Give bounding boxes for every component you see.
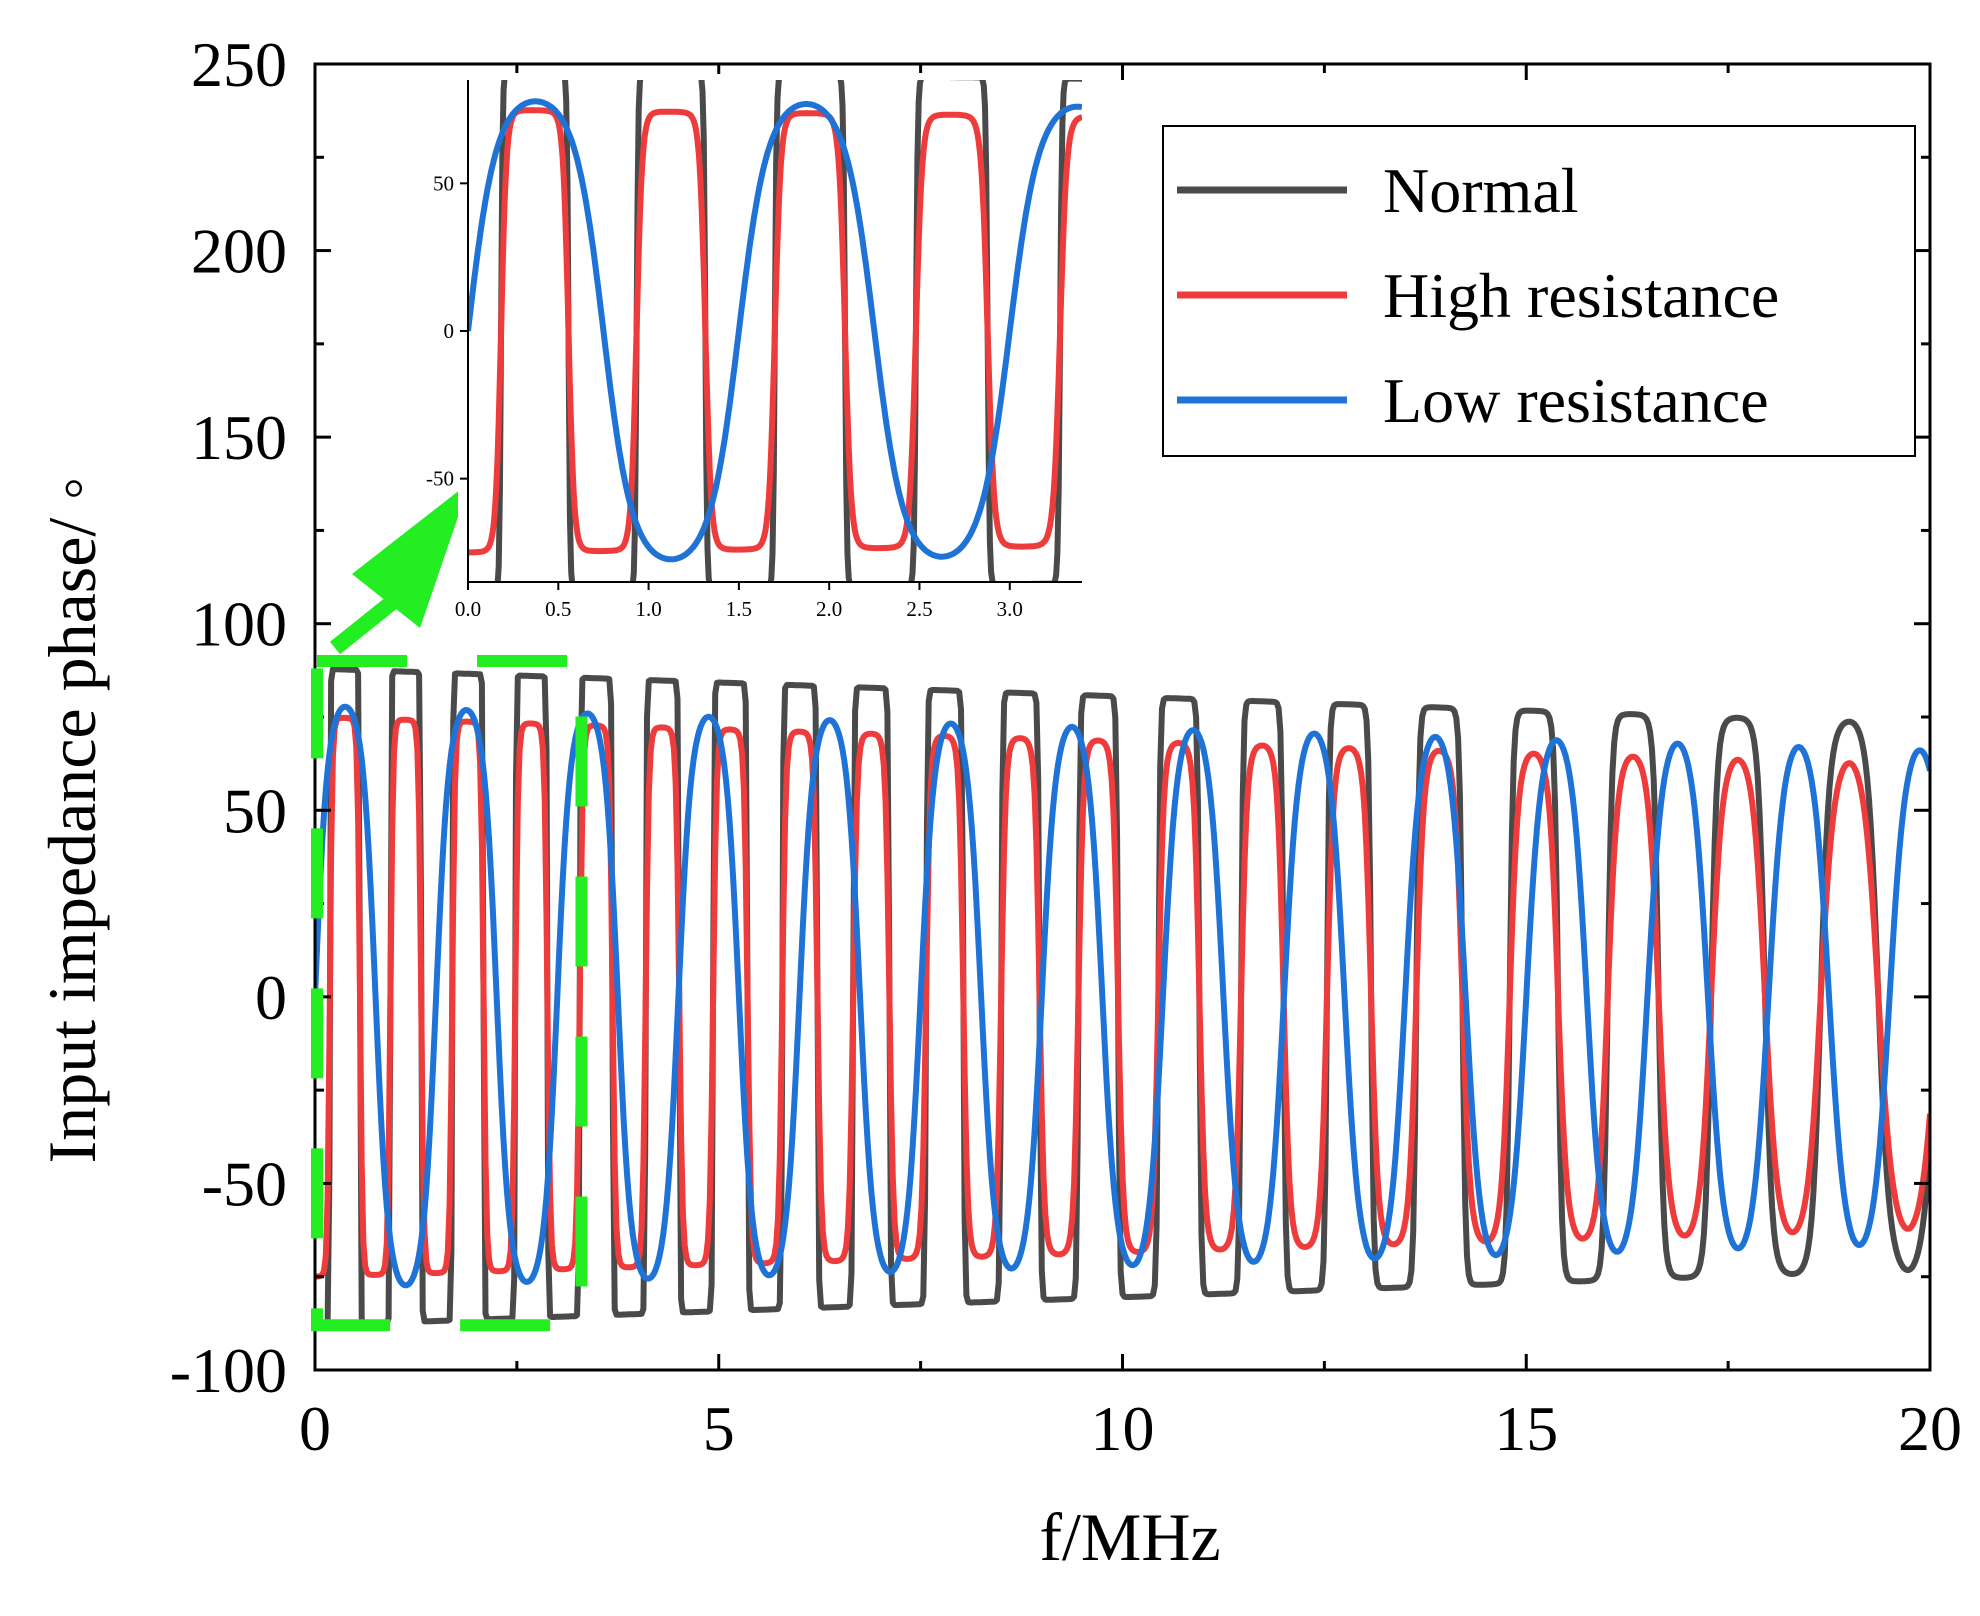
y-tick-label: 0 [255,962,287,1033]
y-tick-label: -50 [202,1148,287,1219]
inset-x-tick-label: 1.5 [726,597,752,621]
y-tick-label: 100 [191,589,287,660]
legend: Normal High resistance Low resistance [1163,126,1915,456]
x-tick-label: 20 [1898,1393,1962,1464]
inset-plot: 0.0 0.5 1.0 1.5 2.0 2.5 3.0 -50 0 50 [426,72,1088,636]
x-tick-label: 0 [299,1393,331,1464]
inset-x-tick-label: 3.0 [997,597,1023,621]
inset-x-tick-label: 2.5 [906,597,932,621]
inset-y-tick-label: -50 [426,467,454,491]
legend-label: Normal [1383,155,1579,226]
x-tick-label: 5 [703,1393,735,1464]
y-tick-label: 50 [223,775,287,846]
legend-label: Low resistance [1383,365,1769,436]
inset-y-tick-label: 0 [444,319,455,343]
main-series-group [315,669,1930,1325]
chart-root: 0 5 10 15 20 -100 -50 0 50 100 150 200 250 0.0 0.5 1.0… [0,0,1980,1616]
x-axis-title: f/MHz [1039,1499,1220,1575]
inset-x-tick-label: 1.0 [635,597,661,621]
y-axis-title: Input impedance phase/ ◦ [34,477,110,1164]
y-tick-label: 250 [191,29,287,100]
inset-x-tick-label: 0.5 [545,597,571,621]
x-tick-label: 10 [1091,1393,1155,1464]
inset-x-tick-label: 0.0 [455,597,481,621]
x-tick-label: 15 [1494,1393,1558,1464]
impedance-phase-chart: 0 5 10 15 20 -100 -50 0 50 100 150 200 250 0.0 0.5 1.0… [0,0,1980,1616]
y-tick-label: -100 [170,1335,287,1406]
inset-x-tick-label: 2.0 [816,597,842,621]
highlight-arrow-head [352,482,470,628]
y-tick-label: 150 [191,402,287,473]
inset-y-tick-label: 50 [433,171,454,195]
y-tick-label: 200 [191,216,287,287]
legend-label: High resistance [1383,260,1779,331]
